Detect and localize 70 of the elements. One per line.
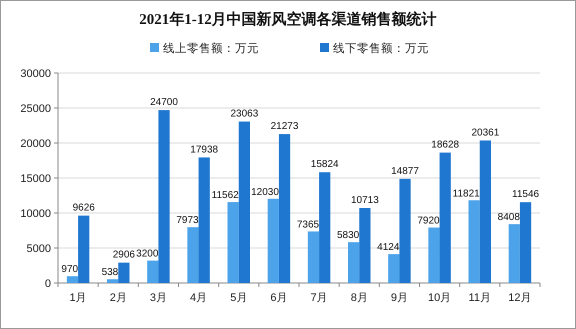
- data-label: 24700: [150, 97, 178, 108]
- data-label: 17938: [190, 144, 219, 156]
- data-label: 12030: [251, 186, 280, 198]
- data-label: 2906: [112, 250, 136, 261]
- data-label: 18628: [431, 140, 460, 151]
- legend-label: 线上零售额：万元: [163, 41, 259, 55]
- y-tick-label: 25000: [20, 103, 51, 115]
- data-label: 15824: [310, 159, 340, 170]
- bar: [359, 208, 370, 283]
- bar: [228, 202, 239, 283]
- x-tick-label: 8月: [350, 292, 368, 304]
- bar: [388, 254, 400, 283]
- data-label: 20361: [471, 127, 500, 138]
- data-label: 3200: [136, 248, 159, 260]
- x-tick-label: 1月: [70, 292, 87, 304]
- bar: [278, 134, 290, 283]
- bar: [118, 262, 130, 283]
- bar: [158, 110, 170, 283]
- data-label: 14877: [391, 166, 420, 177]
- x-tick-label: 3月: [150, 292, 167, 304]
- bar: [440, 152, 451, 283]
- x-tick-label: 2月: [110, 292, 127, 304]
- y-tick-label: 15000: [20, 173, 51, 185]
- bar: [308, 231, 320, 283]
- data-label: 11546: [512, 189, 540, 200]
- legend-label: 线下零售额：万元: [333, 41, 429, 55]
- y-tick-label: 5000: [26, 243, 51, 255]
- chart-title: 2021年1-12月中国新风空调各渠道销售额统计: [139, 10, 437, 28]
- data-label: 8408: [498, 212, 520, 224]
- bar: [78, 216, 90, 283]
- x-tick-label: 11月: [468, 292, 491, 304]
- data-label: 7920: [417, 216, 440, 227]
- bar: [428, 228, 440, 283]
- y-tick-label: 20000: [20, 138, 51, 150]
- x-tick-label: 6月: [270, 292, 288, 304]
- data-label: 970: [61, 264, 79, 276]
- bar: [198, 157, 210, 283]
- x-tick-label: 5月: [230, 292, 248, 304]
- data-label: 23063: [230, 108, 259, 120]
- data-label: 538: [102, 267, 119, 278]
- data-label: 5830: [337, 230, 360, 242]
- bar: [268, 198, 279, 283]
- bar: [107, 279, 118, 283]
- bar: [520, 202, 532, 283]
- bar: [348, 242, 360, 283]
- x-tick-label: 10月: [428, 292, 452, 304]
- data-label: 9626: [72, 202, 96, 214]
- bar: [508, 224, 520, 283]
- data-label: 10713: [350, 195, 380, 206]
- bar: [480, 140, 491, 283]
- data-label: 21273: [270, 121, 299, 132]
- bar: [187, 227, 199, 283]
- bar: [319, 172, 330, 283]
- bar: [66, 276, 78, 283]
- bar: [468, 200, 480, 283]
- bar: [238, 122, 250, 283]
- data-label: 7973: [176, 215, 200, 226]
- x-tick-label: 9月: [390, 292, 408, 304]
- data-label: 7365: [296, 219, 320, 230]
- x-tick-label: 4月: [190, 292, 208, 304]
- y-tick-label: 0: [44, 278, 51, 290]
- data-label: 11562: [212, 190, 240, 202]
- data-label: 4124: [377, 242, 400, 254]
- bar: [399, 178, 411, 283]
- y-tick-label: 10000: [20, 208, 51, 220]
- y-tick-label: 30000: [20, 68, 51, 80]
- x-tick-label: 12月: [508, 292, 532, 304]
- bar: [147, 260, 158, 283]
- x-tick-label: 7月: [310, 292, 328, 304]
- data-label: 11821: [452, 188, 480, 200]
